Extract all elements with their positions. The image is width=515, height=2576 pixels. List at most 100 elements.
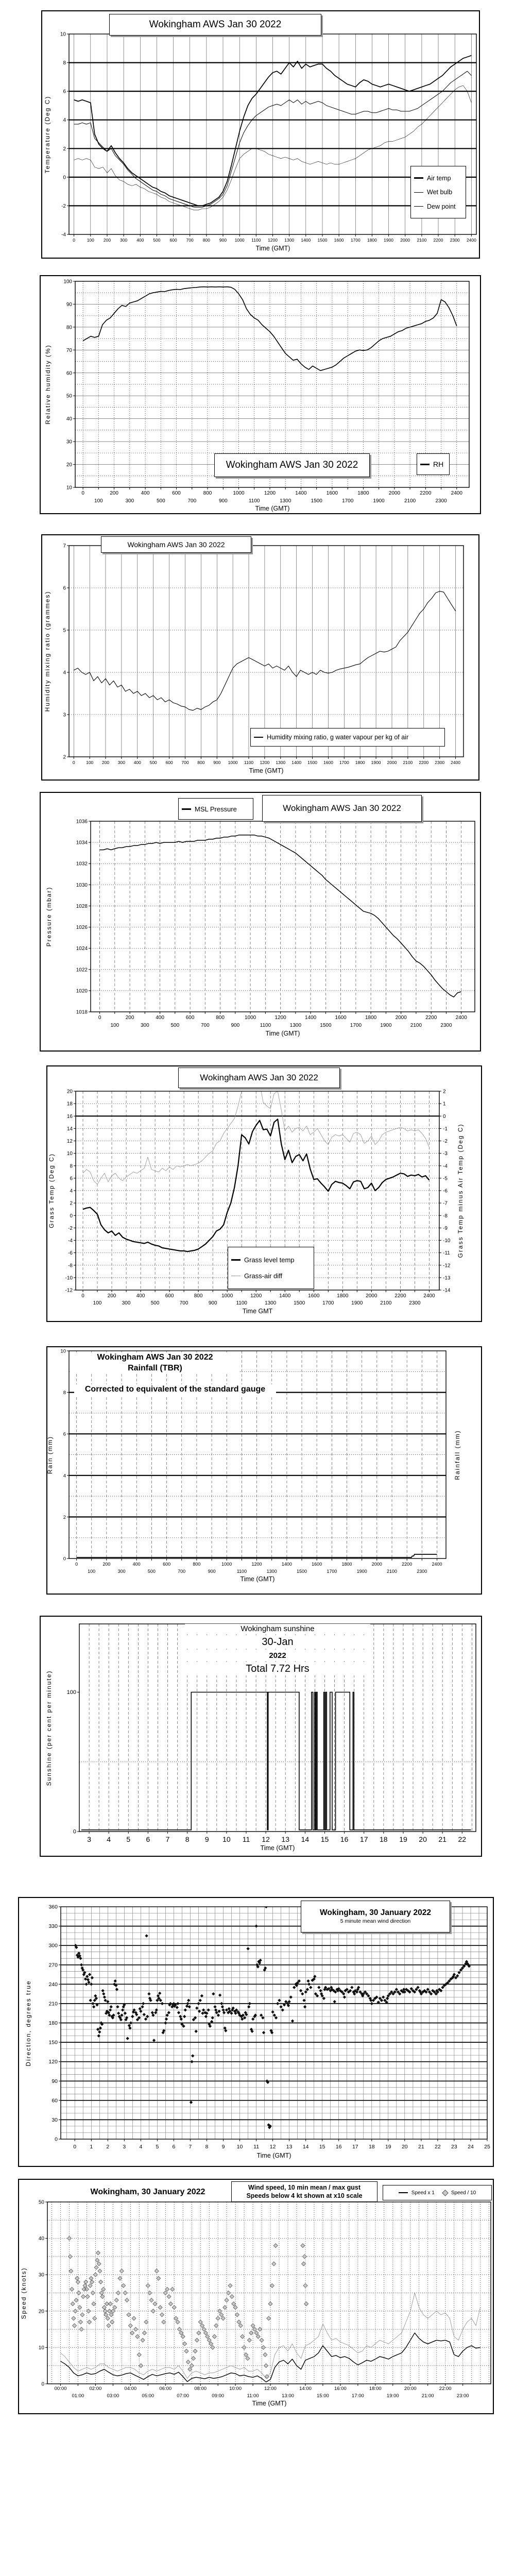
chart-title: Wokingham AWS Jan 30 2022: [200, 1072, 318, 1082]
svg-text:-6: -6: [443, 1189, 448, 1194]
svg-text:8: 8: [63, 1390, 66, 1396]
svg-text:1100: 1100: [249, 498, 260, 504]
svg-text:1400: 1400: [279, 1293, 291, 1299]
svg-text:-3: -3: [443, 1151, 448, 1157]
chart-title: Wokingham, 30 January 2022: [78, 2187, 217, 2198]
legend: Humidity mixing ratio, g water vapour pe…: [250, 728, 445, 747]
svg-text:-2: -2: [443, 1139, 448, 1144]
svg-text:11: 11: [253, 2144, 259, 2150]
svg-text:3: 3: [87, 1835, 91, 1843]
y-axis-labels: 0 100: [67, 1689, 79, 1835]
y-axis-labels: 1018 1020 1022 1024 1026 1028 1030 1032 1034 1036: [76, 819, 91, 1015]
svg-text:1800: 1800: [341, 1562, 352, 1567]
mixing-ratio-plot: 0 100 200 300 400 500 600 700 800 900 1000 1100 1200…: [44, 544, 464, 774]
svg-text:4: 4: [63, 1473, 66, 1479]
svg-text:400: 400: [134, 760, 141, 765]
svg-text:5: 5: [63, 628, 66, 634]
svg-text:2000: 2000: [387, 760, 397, 765]
svg-text:22: 22: [458, 1835, 467, 1843]
svg-text:6: 6: [63, 89, 66, 95]
svg-text:1700: 1700: [322, 1300, 334, 1306]
svg-text:0: 0: [81, 1293, 84, 1299]
x-axis-title: Time GMT: [243, 1308, 273, 1315]
svg-text:4: 4: [139, 2144, 142, 2150]
svg-text:10: 10: [60, 32, 66, 38]
svg-text:07:00: 07:00: [177, 2393, 189, 2399]
chart-title-line: Wind speed, 10 min mean / max gust: [248, 2183, 360, 2191]
svg-text:2300: 2300: [417, 1569, 427, 1574]
legend-item: Air temp: [414, 175, 451, 182]
y-axis-labels: 10 20 30 40 50 60 70 80 90 100: [63, 279, 75, 491]
svg-text:0: 0: [443, 1114, 446, 1120]
svg-text:2300: 2300: [440, 1023, 452, 1028]
svg-text:12: 12: [67, 1139, 73, 1144]
svg-text:40: 40: [39, 2236, 45, 2242]
svg-text:2400: 2400: [451, 760, 460, 765]
svg-text:1100: 1100: [244, 760, 254, 765]
series-grass-air-diff: [82, 1091, 430, 1185]
svg-text:6: 6: [146, 1835, 150, 1843]
svg-text:2100: 2100: [380, 1300, 392, 1306]
svg-text:11:00: 11:00: [247, 2393, 259, 2399]
svg-text:2200: 2200: [425, 1015, 437, 1021]
x-axis-labels: 0 100 200 300 400 500 600 700 800 900 1000 11001200…: [98, 1012, 467, 1028]
svg-text:1000: 1000: [221, 1293, 233, 1299]
svg-text:180: 180: [48, 2020, 58, 2026]
x-axis-title: Time (GMT): [252, 2400, 287, 2407]
svg-text:6: 6: [63, 586, 66, 591]
svg-text:100: 100: [110, 1023, 119, 1028]
svg-text:4: 4: [70, 1189, 73, 1194]
svg-text:12:00: 12:00: [264, 2386, 277, 2392]
svg-text:14: 14: [301, 1835, 310, 1843]
svg-text:1300: 1300: [284, 238, 294, 243]
line-marker-icon: [182, 808, 191, 810]
y-axis-title: Rain (mm): [47, 1436, 54, 1474]
series-msl-pressure: [99, 834, 461, 997]
svg-text:20:00: 20:00: [404, 2386, 417, 2392]
line-marker-icon: [414, 177, 423, 179]
svg-text:-4: -4: [443, 1163, 448, 1169]
svg-text:70: 70: [66, 348, 73, 353]
svg-text:30: 30: [66, 439, 73, 445]
svg-text:1300: 1300: [280, 498, 291, 504]
svg-text:2300: 2300: [435, 760, 444, 765]
svg-text:24: 24: [468, 2144, 474, 2150]
svg-text:1400: 1400: [282, 1562, 292, 1567]
y-gridlines: [69, 62, 476, 207]
x-gridlines: [82, 1091, 430, 1290]
svg-text:2300: 2300: [409, 1300, 421, 1306]
svg-text:-5: -5: [443, 1176, 448, 1181]
svg-text:14:00: 14:00: [299, 2386, 312, 2392]
svg-text:1100: 1100: [251, 238, 261, 243]
chart-title-box: Wokingham AWS Jan 30 2022: [178, 1067, 340, 1088]
svg-text:30: 30: [52, 2117, 58, 2123]
x-axis-title: Time (GMT): [249, 767, 284, 774]
svg-text:-6: -6: [68, 1250, 73, 1256]
y-axis-labels: 0 30 60 90 120 150 180 210 240 270 300 330 360: [48, 1904, 61, 2143]
corrected-note: Corrected to equivalent of the standard …: [74, 1384, 276, 1395]
svg-text:13: 13: [286, 2144, 293, 2150]
y-axis-labels: -12 -10 -8 -6 -4 -2 0 2 4 6 8 10 12 14 16 18 20: [65, 1089, 76, 1294]
svg-text:300: 300: [118, 760, 125, 765]
svg-text:15: 15: [319, 2144, 325, 2150]
svg-text:-13: -13: [443, 1275, 451, 1281]
legend-label: Humidity mixing ratio, g water vapour pe…: [267, 734, 409, 741]
diamond-marker-icon: [441, 2189, 449, 2196]
x-axis-title: Time (GMT): [261, 1844, 295, 1852]
svg-text:1900: 1900: [351, 1300, 363, 1306]
x-axis-title: Time (GMT): [257, 2152, 291, 2159]
svg-text:1400: 1400: [301, 238, 311, 243]
svg-text:7: 7: [63, 544, 66, 549]
svg-text:16:00: 16:00: [334, 2386, 347, 2392]
series-humidity-mixing-ratio: [74, 591, 456, 711]
svg-text:1800: 1800: [365, 1015, 377, 1021]
svg-text:2300: 2300: [435, 498, 447, 504]
series-sunshine: [81, 1691, 471, 1831]
svg-text:2200: 2200: [419, 760, 428, 765]
line-marker-icon: [414, 192, 423, 193]
svg-text:400: 400: [141, 490, 150, 496]
x-axis-labels: 3 4 5 6 7 8 9 10 11 12 13 14 15 16 17 18 19 20 21 22: [87, 1832, 466, 1843]
svg-text:18: 18: [380, 1835, 388, 1843]
svg-text:1000: 1000: [245, 1015, 256, 1021]
svg-text:80: 80: [66, 325, 73, 330]
